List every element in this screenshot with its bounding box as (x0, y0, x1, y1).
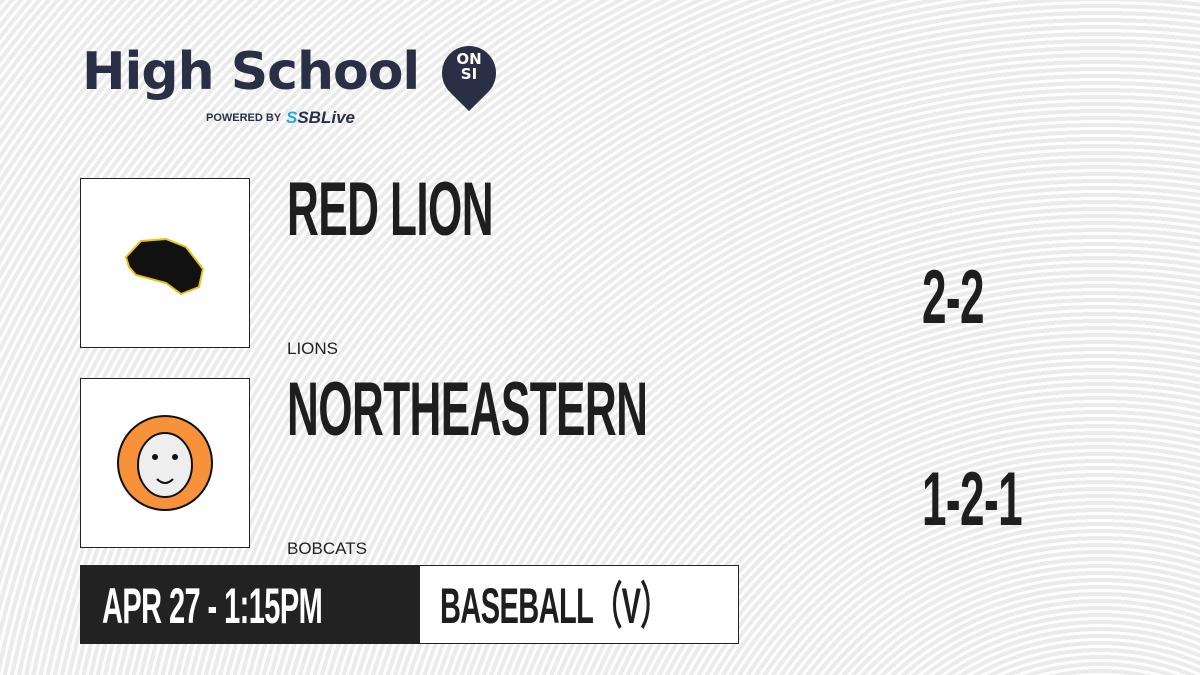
game-sport: BASEBALL（V） (440, 578, 669, 634)
team-name: NORTHEASTERN (287, 367, 648, 452)
brand-title: High School (82, 42, 420, 102)
team-mascot: BOBCATS (287, 539, 367, 558)
on-si-badge: ON SI (456, 50, 482, 83)
game-datetime: APR 27 - 1:15PM (102, 578, 323, 634)
game-sport-box: BASEBALL（V） (419, 565, 739, 644)
team-logo-northeastern (80, 378, 250, 548)
game-datetime-box: APR 27 - 1:15PM (80, 565, 419, 644)
team-record: 2-2 (922, 255, 985, 340)
powered-by-label: POWERED BY (206, 112, 282, 124)
team-mascot: LIONS (287, 339, 339, 358)
sblive-logo: SSBLive (286, 108, 355, 127)
team-record: 1-2-1 (922, 457, 1023, 542)
team-name: RED LION (287, 167, 494, 252)
lion-head-icon (124, 237, 205, 296)
team-logo-red-lion (80, 178, 250, 348)
bobcat-head-icon (117, 415, 213, 511)
